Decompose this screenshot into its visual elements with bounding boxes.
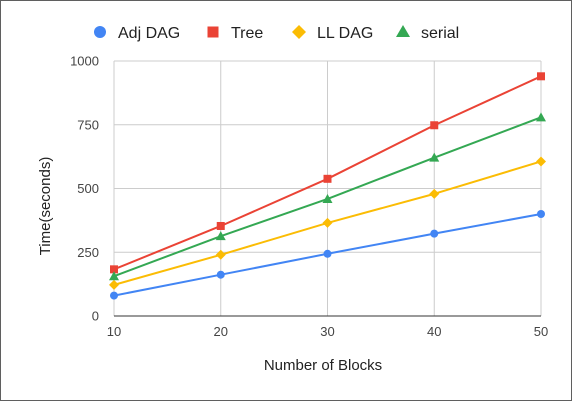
grid <box>113 60 542 317</box>
y-tick-label: 500 <box>77 181 99 196</box>
y-tick-label: 250 <box>77 245 99 260</box>
data-point <box>536 156 546 167</box>
series-ll-dag <box>109 156 546 290</box>
y-tick-label: 1000 <box>70 54 99 69</box>
y-tick-label: 750 <box>77 117 99 132</box>
x-tick-label: 40 <box>427 324 441 339</box>
legend-square-icon <box>207 26 219 38</box>
data-point <box>215 231 226 241</box>
x-tick-label: 50 <box>534 324 548 339</box>
y-tick-labels: 0 250 500 750 1000 <box>70 54 99 324</box>
data-point <box>109 279 119 290</box>
data-point <box>430 121 439 130</box>
legend-item: serial <box>396 25 459 42</box>
legend-circle-icon <box>94 26 106 38</box>
legend-label: serial <box>421 25 459 42</box>
y-tick-label: 0 <box>92 309 99 324</box>
data-point <box>429 188 440 199</box>
data-point <box>110 291 118 300</box>
data-point <box>536 112 546 122</box>
data-point <box>537 72 545 81</box>
legend-diamond-icon <box>292 25 306 39</box>
series-adj-dag <box>110 210 545 300</box>
x-tick-label: 10 <box>107 324 121 339</box>
x-tick-label: 30 <box>320 324 334 339</box>
x-axis-title: Number of Blocks <box>264 357 382 374</box>
data-point <box>109 271 119 281</box>
data-point <box>429 152 440 162</box>
x-tick-label: 20 <box>214 324 228 339</box>
data-point <box>322 193 333 203</box>
series-tree <box>110 72 545 274</box>
data-point <box>323 249 332 258</box>
series-group <box>109 72 546 300</box>
x-tick-labels: 10 20 30 40 50 <box>107 324 548 339</box>
y-axis-title: Time(seconds) <box>37 157 54 256</box>
legend-triangle-icon <box>396 25 410 37</box>
data-point <box>537 210 545 218</box>
legend-item: LL DAG <box>292 25 373 42</box>
legend: Adj DAG Tree LL DAG serial <box>94 25 459 42</box>
legend-item: Adj DAG <box>94 25 180 42</box>
data-point <box>216 221 225 230</box>
data-point <box>322 217 333 228</box>
legend-label: Tree <box>231 25 263 42</box>
data-point <box>110 265 118 274</box>
data-point <box>216 270 225 279</box>
data-point <box>215 249 226 260</box>
data-point <box>430 229 439 238</box>
legend-item: Tree <box>207 25 263 42</box>
series-serial <box>109 112 546 281</box>
legend-label: Adj DAG <box>118 25 180 42</box>
legend-label: LL DAG <box>317 25 373 42</box>
data-point <box>323 174 332 183</box>
